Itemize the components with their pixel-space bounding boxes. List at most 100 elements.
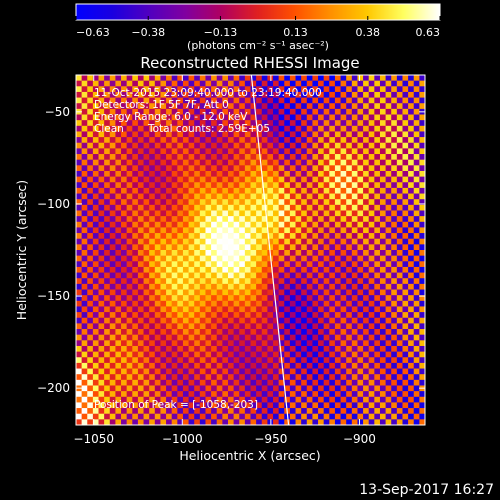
heatmap-cell <box>250 125 257 132</box>
heatmap-cell <box>419 272 425 279</box>
heatmap-cell <box>154 312 161 319</box>
heatmap-cell <box>244 351 251 358</box>
heatmap-cell <box>256 306 263 313</box>
heatmap-cell <box>284 357 291 364</box>
heatmap-cell <box>182 402 189 409</box>
heatmap-cell <box>104 379 111 386</box>
heatmap-cell <box>273 244 280 251</box>
heatmap-cell <box>340 131 347 138</box>
heatmap-cell <box>227 131 235 138</box>
heatmap-cell <box>284 368 291 375</box>
heatmap-cell <box>329 170 336 178</box>
heatmap-cell <box>115 170 122 178</box>
heatmap-cell <box>239 306 246 313</box>
heatmap-cell <box>402 159 409 166</box>
heatmap-cell <box>205 148 212 155</box>
heatmap-cell <box>391 272 398 279</box>
heatmap-cell <box>244 103 251 110</box>
heatmap-cell <box>205 261 212 268</box>
heatmap-cell <box>227 374 235 381</box>
heatmap-cell <box>374 165 381 172</box>
heatmap-cell <box>261 227 268 234</box>
heatmap-cell <box>132 75 139 82</box>
heatmap-cell <box>323 142 330 149</box>
heatmap-cell <box>402 125 409 132</box>
heatmap-cell <box>199 250 206 257</box>
heatmap-cell <box>126 312 133 319</box>
heatmap-cell <box>233 374 240 381</box>
heatmap-cell <box>306 193 313 200</box>
heatmap-cell <box>211 159 218 166</box>
heatmap-cell <box>284 334 291 341</box>
heatmap-cell <box>323 408 330 415</box>
heatmap-cell <box>132 351 139 358</box>
heatmap-cell <box>273 385 280 392</box>
heatmap-cell <box>419 312 425 319</box>
heatmap-cell <box>351 137 358 144</box>
heatmap-cell <box>334 379 341 386</box>
heatmap-cell <box>256 374 263 381</box>
heatmap-cell <box>109 165 116 172</box>
heatmap-cell <box>334 176 341 183</box>
heatmap-cell <box>312 170 319 178</box>
heatmap-cell <box>357 379 364 386</box>
heatmap-cell <box>346 396 353 403</box>
heatmap-cell <box>368 114 375 121</box>
heatmap-cell <box>109 374 116 381</box>
heatmap-cell <box>233 295 240 302</box>
heatmap-cell <box>284 137 291 144</box>
heatmap-cell <box>306 176 313 183</box>
heatmap-cell <box>261 374 268 381</box>
heatmap-cell <box>256 345 263 353</box>
heatmap-cell <box>244 396 251 403</box>
heatmap-cell <box>244 131 251 138</box>
heatmap-cell <box>92 216 99 223</box>
heatmap-cell <box>284 255 291 262</box>
heatmap-cell <box>267 345 274 353</box>
heatmap-cell <box>166 137 173 144</box>
heatmap-cell <box>340 227 347 234</box>
heatmap-cell <box>340 289 347 296</box>
heatmap-cell <box>81 368 88 375</box>
heatmap-cell <box>261 396 268 403</box>
heatmap-cell <box>318 182 325 189</box>
heatmap-cell <box>76 368 83 375</box>
heatmap-cell <box>87 216 94 223</box>
heatmap-cell <box>323 216 330 223</box>
heatmap-cell <box>363 413 370 420</box>
heatmap-cell <box>261 216 268 223</box>
heatmap-cell <box>379 329 386 336</box>
heatmap-cell <box>149 250 156 257</box>
heatmap-cell <box>374 362 381 369</box>
heatmap-cell <box>227 244 235 251</box>
heatmap-cell <box>278 278 285 285</box>
heatmap-cell <box>334 295 341 302</box>
heatmap-cell <box>222 97 229 104</box>
heatmap-cell <box>222 91 229 98</box>
heatmap-cell <box>261 334 268 341</box>
heatmap-cell <box>194 323 201 330</box>
heatmap-cell <box>194 80 201 87</box>
heatmap-cell <box>76 402 83 409</box>
heatmap-cell <box>346 323 353 330</box>
heatmap-cell <box>301 227 308 234</box>
heatmap-cell <box>391 216 398 223</box>
heatmap-cell <box>295 75 302 82</box>
heatmap-cell <box>233 216 240 223</box>
heatmap-cell <box>374 329 381 336</box>
heatmap-cell <box>121 165 128 172</box>
heatmap-cell <box>363 216 370 223</box>
solar-limb-line <box>250 75 290 425</box>
heatmap-cell <box>284 323 291 330</box>
heatmap-cell <box>284 295 291 302</box>
heatmap-cell <box>295 210 302 217</box>
heatmap-cell <box>160 159 167 166</box>
heatmap-cell <box>419 75 425 82</box>
heatmap-cell <box>402 408 409 415</box>
heatmap-cell <box>205 137 212 144</box>
heatmap-cell <box>273 368 280 375</box>
heatmap-cell <box>109 204 116 211</box>
heatmap-cell <box>199 283 206 290</box>
heatmap-cell <box>306 368 313 375</box>
heatmap-cell <box>216 148 223 155</box>
